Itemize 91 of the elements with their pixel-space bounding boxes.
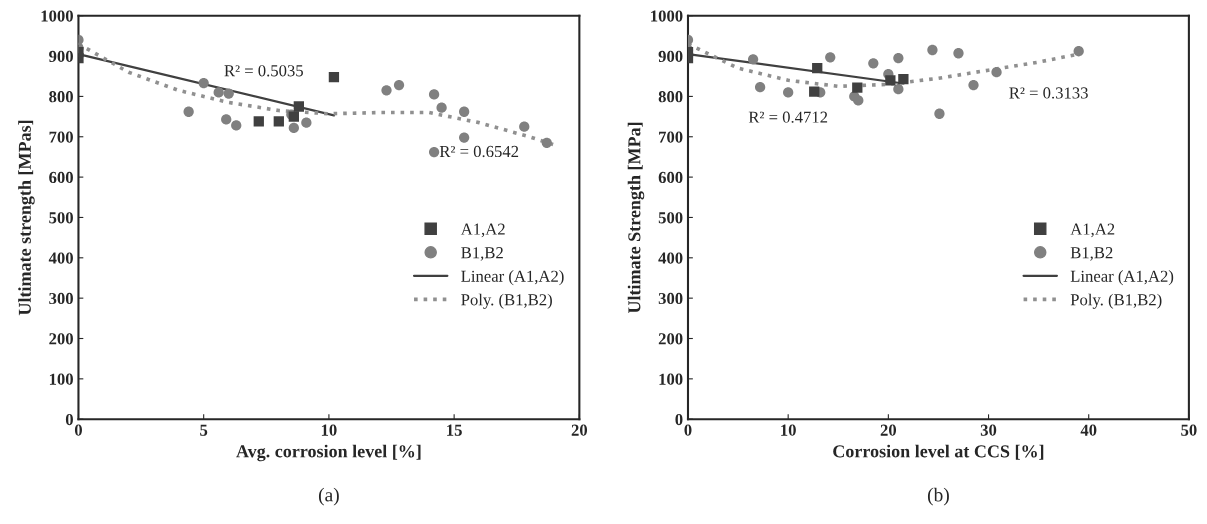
point: [459, 132, 470, 143]
point: [893, 52, 904, 64]
point: [809, 86, 820, 97]
point: [428, 89, 440, 100]
y-tick-label: 0: [675, 413, 683, 426]
legend-label: Linear (A1,A2): [461, 270, 564, 286]
y-tick-label: 900: [658, 50, 683, 63]
x-tick-label: 30: [980, 424, 997, 436]
x-tick-label: 10: [321, 424, 337, 436]
y-axis-title: Ultimate Strength [MPa]: [627, 122, 645, 314]
annotation: R² = 0.6542: [439, 145, 519, 158]
y-axis-title: Ultimate strength [MPas]: [18, 120, 35, 316]
y-tick-label: 800: [658, 91, 683, 103]
legend-label: A1,A2: [460, 223, 505, 238]
point: [783, 87, 794, 98]
point: [898, 73, 909, 85]
point: [968, 79, 979, 91]
y-tick-label: 400: [48, 252, 73, 264]
point: [991, 67, 1002, 78]
text: (a): [318, 487, 339, 506]
point: [436, 102, 447, 113]
point: [428, 146, 440, 158]
point: [213, 87, 224, 98]
legend-label: A1,A2: [1070, 223, 1115, 238]
point: [953, 48, 964, 59]
y-tick-label: 600: [49, 171, 73, 184]
point: [393, 79, 405, 91]
x-tick-label: 0: [74, 424, 82, 436]
point: [288, 122, 299, 134]
annotation: R² = 0.3133: [1009, 87, 1088, 99]
point: [198, 77, 209, 89]
y-tick-label: 200: [658, 333, 683, 345]
annotation: R² = 0.4712: [748, 111, 828, 123]
y-tick-label: 500: [658, 212, 683, 224]
x-axis-title: Avg. corrosion level [%]: [236, 444, 421, 462]
point: [519, 121, 530, 132]
point: [459, 106, 470, 117]
point: [293, 101, 304, 112]
y-tick-label: 300: [658, 292, 683, 305]
point: [328, 71, 340, 83]
x-tick-label: 40: [1080, 424, 1097, 436]
x-tick-label: 20: [571, 424, 588, 436]
x-tick-label: 5: [200, 424, 208, 436]
y-tick-label: 800: [49, 91, 73, 103]
y-tick-label: 1000: [651, 10, 683, 22]
point: [852, 82, 863, 93]
y-tick-label: 1000: [41, 10, 73, 22]
point: [825, 52, 836, 63]
y-tick-label: 100: [49, 373, 73, 385]
legend-label: Linear (A1,A2): [1070, 270, 1174, 286]
point: [183, 106, 194, 117]
y-tick-label: 300: [49, 292, 73, 305]
x-tick-label: 15: [447, 424, 462, 436]
point: [541, 137, 552, 148]
y-tick-label: 200: [49, 333, 73, 345]
y-tick-label: 100: [659, 373, 683, 385]
point: [934, 108, 945, 119]
point: [381, 85, 392, 96]
legend-label: Poly. (B1,B2): [1070, 293, 1162, 309]
x-tick-label: 10: [781, 424, 796, 436]
x-tick-label: 0: [684, 424, 692, 436]
point: [221, 114, 232, 125]
point: [927, 44, 938, 56]
point: [893, 84, 904, 95]
y-tick-label: 600: [658, 171, 683, 184]
point: [747, 54, 759, 65]
point: [853, 95, 864, 106]
point: [868, 58, 879, 69]
y-tick-label: 500: [49, 212, 73, 224]
y-tick-label: 900: [49, 50, 73, 63]
legend-label: Poly. (B1,B2): [461, 293, 552, 309]
x-tick-label: 50: [1181, 424, 1197, 436]
point: [1073, 46, 1084, 57]
point: [223, 88, 234, 99]
point: [812, 63, 823, 74]
legend-label: B1,B2: [461, 247, 503, 261]
point: [885, 75, 896, 86]
x-tick-label: 20: [880, 424, 897, 436]
text: (b): [927, 487, 949, 506]
legend-label: B1,B2: [1070, 247, 1113, 261]
x-axis-title: Corrosion level at CCS [%]: [833, 444, 1044, 460]
y-tick-label: 700: [49, 131, 73, 143]
y-tick-label: 0: [65, 413, 73, 426]
point: [273, 116, 284, 127]
point: [301, 117, 312, 128]
y-tick-label: 700: [659, 131, 683, 143]
y-tick-label: 400: [658, 252, 683, 264]
annotation: R² = 0.5035: [224, 65, 303, 77]
point: [754, 81, 766, 93]
point: [231, 120, 242, 131]
point: [253, 116, 264, 127]
